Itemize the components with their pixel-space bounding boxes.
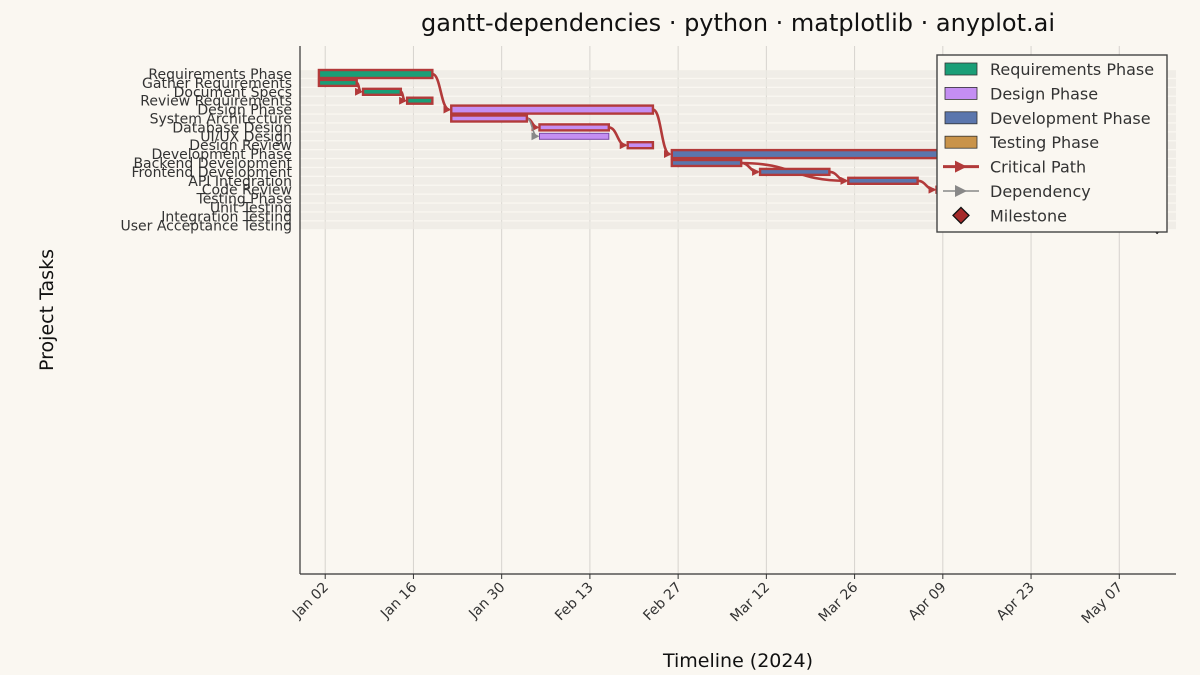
task-bar xyxy=(847,176,919,186)
legend-swatch xyxy=(944,62,978,76)
task-label: API Integration xyxy=(188,174,292,190)
legend-label: Development Phase xyxy=(990,109,1151,128)
legend-diamond xyxy=(952,206,970,225)
task-bar xyxy=(670,158,743,168)
legend-arrow-head xyxy=(955,160,967,173)
chart-title: gantt-dependencies · python · matplotlib… xyxy=(421,9,1055,37)
legend-label: Dependency xyxy=(990,182,1091,201)
x-tick-label: Feb 13 xyxy=(552,580,597,625)
task-label: Design Review xyxy=(189,138,292,154)
task-label: Gather Requirements xyxy=(142,76,292,92)
legend-label: Testing Phase xyxy=(989,133,1099,152)
critical-path-arrow xyxy=(652,108,672,159)
x-tick-label: Jan 16 xyxy=(377,579,420,622)
row-stripe xyxy=(300,168,1176,176)
task-label: UI/UX Design xyxy=(200,129,292,145)
critical-path-arrow xyxy=(917,179,937,194)
task-bar xyxy=(317,78,358,88)
task-bar xyxy=(758,167,831,177)
row-stripe xyxy=(300,114,1176,123)
x-axis-title: Timeline (2024) xyxy=(662,650,813,672)
legend-label: Design Phase xyxy=(990,84,1098,103)
x-tick-label: Apr 09 xyxy=(905,580,949,624)
x-axis-ticks: Jan 02 Jan 16 Jan 30 Feb 13 Feb 27 Mar 12 Mar … xyxy=(289,574,1126,627)
row-stripe xyxy=(300,221,1176,230)
task-label: Backend Development xyxy=(133,156,292,172)
legend-label: Critical Path xyxy=(990,158,1086,177)
row-stripe xyxy=(300,132,1176,141)
summary-bar xyxy=(317,68,434,80)
task-bar xyxy=(361,87,403,97)
task-label: Frontend Development xyxy=(132,165,293,181)
critical-path-arrow xyxy=(829,170,849,185)
summary-bar xyxy=(450,104,655,115)
legend-swatch xyxy=(944,111,978,125)
task-label: Development Phase xyxy=(152,147,293,163)
row-stripe xyxy=(300,105,1176,114)
x-tick-label: Jan 30 xyxy=(465,580,508,623)
row-stripe xyxy=(300,203,1176,212)
task-bar xyxy=(626,140,655,150)
x-tick-label: Apr 23 xyxy=(994,580,1038,624)
task-label: Unit Testing xyxy=(210,201,292,217)
task-label: Code Review xyxy=(202,183,292,199)
x-tick-label: May 07 xyxy=(1079,580,1127,628)
row-stripe xyxy=(300,70,1176,78)
critical-path-arrow xyxy=(431,72,452,114)
row-stripe xyxy=(300,96,1176,105)
row-stripe xyxy=(300,123,1176,132)
legend: Requirements Phase Design Phase Developmen… xyxy=(936,54,1168,233)
x-tick-label: Jan 02 xyxy=(289,580,332,623)
task-label: Integration Testing xyxy=(161,209,292,225)
task-label: Testing Phase xyxy=(196,192,292,208)
row-stripe xyxy=(300,141,1176,149)
legend-swatch xyxy=(944,135,978,149)
x-tick-label: Mar 26 xyxy=(816,579,862,625)
task-label: Design Phase xyxy=(197,103,292,119)
legend-label: Requirements Phase xyxy=(990,60,1154,79)
task-bar xyxy=(405,96,434,105)
critical-path-arrow xyxy=(608,126,628,150)
row-stripe xyxy=(300,88,1176,96)
row-stripe xyxy=(300,177,1176,185)
task-bar xyxy=(538,123,611,132)
legend-arrow-head xyxy=(955,185,967,197)
x-tick-label: Feb 27 xyxy=(640,580,685,625)
legend-label: Milestone xyxy=(990,206,1067,225)
row-stripe xyxy=(300,194,1176,203)
x-tick-label: Mar 12 xyxy=(727,580,773,626)
task-label: User Acceptance Testing xyxy=(120,218,292,234)
task-bar xyxy=(538,132,610,140)
row-stripe xyxy=(300,79,1176,87)
task-label: Database Design xyxy=(172,120,292,136)
legend-swatch xyxy=(944,87,978,100)
task-label: System Architecture xyxy=(150,112,292,128)
task-label: Requirements Phase xyxy=(148,67,292,83)
row-stripe xyxy=(300,185,1176,194)
y-axis-title: Project Tasks xyxy=(36,249,58,371)
task-label: Review Requirements xyxy=(140,94,292,110)
task-label: Document Specs xyxy=(174,85,292,101)
task-bar xyxy=(450,114,529,123)
row-stripe xyxy=(300,212,1176,221)
